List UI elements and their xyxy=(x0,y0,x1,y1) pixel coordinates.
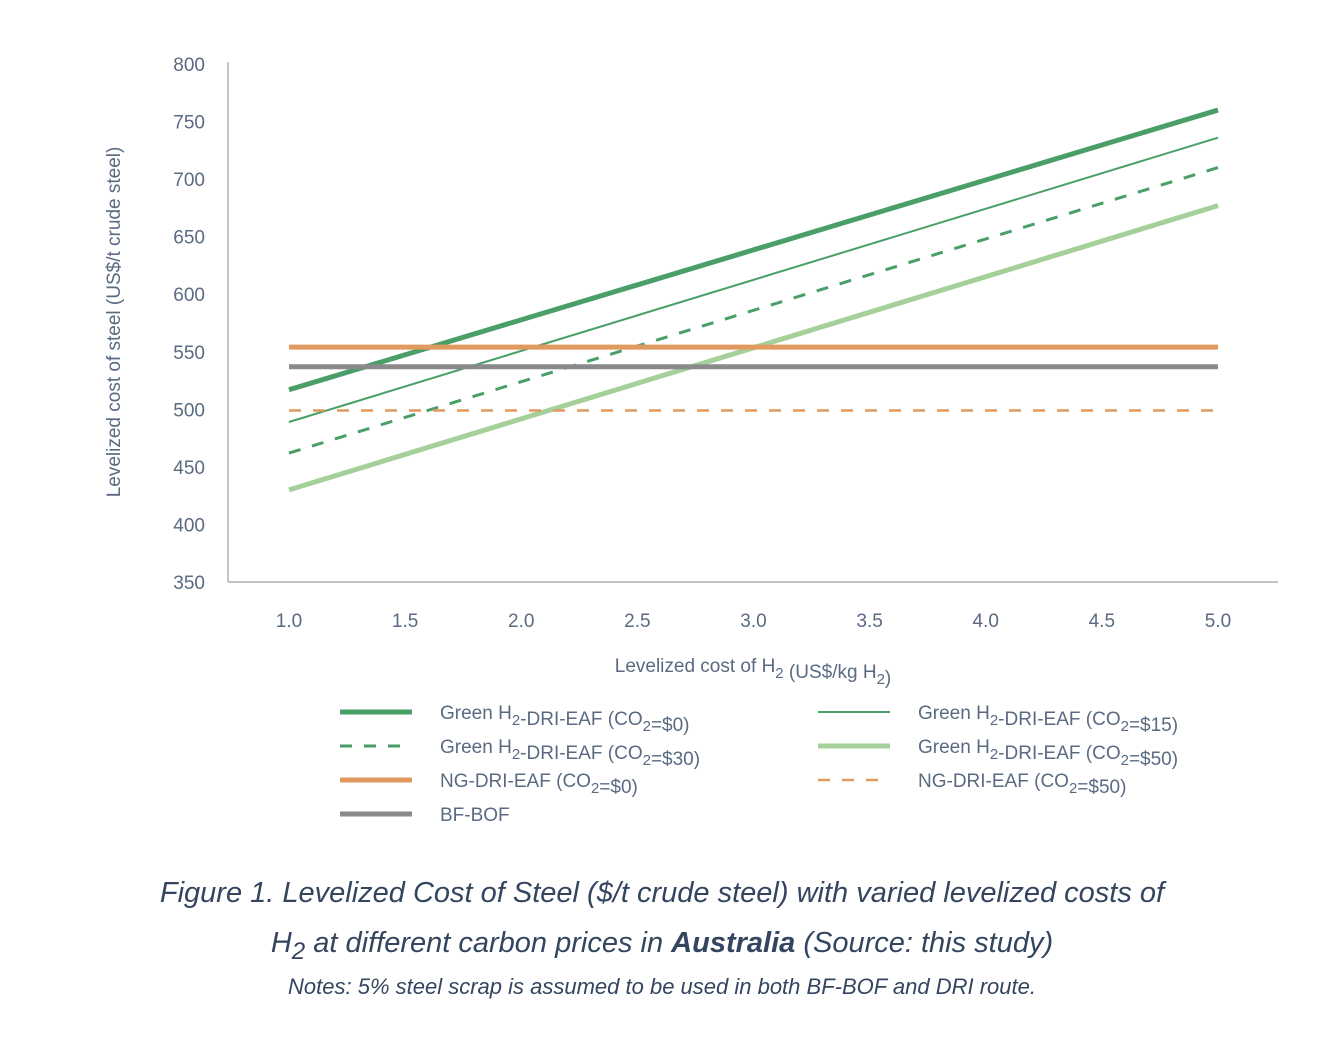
series-line xyxy=(288,166,1219,455)
y-tick-label: 500 xyxy=(173,400,205,421)
caption-line2-post: (Source: this study) xyxy=(795,927,1054,959)
x-tick-label: 4.5 xyxy=(1089,611,1115,632)
x-tick-label: 1.0 xyxy=(276,611,302,632)
legend-label: Green H2-DRI-EAF (CO2=$30) xyxy=(440,737,700,770)
y-tick-label: 550 xyxy=(173,343,205,364)
x-axis-label: Levelized cost of H2 (US$/kg H2) xyxy=(615,656,892,689)
legend-label: NG-DRI-EAF (CO2=$0) xyxy=(440,771,638,798)
x-tick-label: 5.0 xyxy=(1205,611,1231,632)
caption-country: Australia xyxy=(671,927,796,959)
x-tick-label: 1.5 xyxy=(392,611,418,632)
caption-notes: Notes: 5% steel scrap is assumed to be u… xyxy=(288,974,1036,999)
y-tick-label: 800 xyxy=(173,55,205,76)
y-tick-label: 450 xyxy=(173,458,205,479)
x-tick-label: 2.0 xyxy=(508,611,534,632)
series-line xyxy=(288,107,1219,393)
caption-line1: Figure 1. Levelized Cost of Steel ($/t c… xyxy=(159,877,1165,909)
legend-label: Green H2-DRI-EAF (CO2=$15) xyxy=(918,703,1178,736)
y-tick-label: 750 xyxy=(173,113,205,134)
y-tick-label: 350 xyxy=(173,573,205,594)
x-tick-label: 3.5 xyxy=(856,611,882,632)
x-tick-label: 3.0 xyxy=(740,611,766,632)
y-axis-label: Levelized cost of steel (US$/t crude ste… xyxy=(104,147,125,498)
y-tick-label: 600 xyxy=(173,285,205,306)
x-tick-label: 2.5 xyxy=(624,611,650,632)
figure-caption: Figure 1. Levelized Cost of Steel ($/t c… xyxy=(0,868,1324,977)
legend-label: NG-DRI-EAF (CO2=$50) xyxy=(918,771,1126,798)
legend-label: Green H2-DRI-EAF (CO2=$50) xyxy=(918,737,1178,770)
legend-label: BF-BOF xyxy=(440,805,510,826)
chart: 350 400 450 500 550 600 650 700 750 800 1.0 1.5 2.0 2… xyxy=(104,55,1278,826)
y-tick-label: 650 xyxy=(173,228,205,249)
caption-line2-pre: H2 at different carbon prices in xyxy=(270,927,672,965)
legend-label: Green H2-DRI-EAF (CO2=$0) xyxy=(440,703,690,736)
x-tick-label: 4.0 xyxy=(973,611,999,632)
caption-line2: H2 at different carbon prices in Austral… xyxy=(0,918,1324,977)
y-tick-label: 700 xyxy=(173,170,205,191)
y-tick-label: 400 xyxy=(173,515,205,536)
series-line xyxy=(288,136,1219,423)
